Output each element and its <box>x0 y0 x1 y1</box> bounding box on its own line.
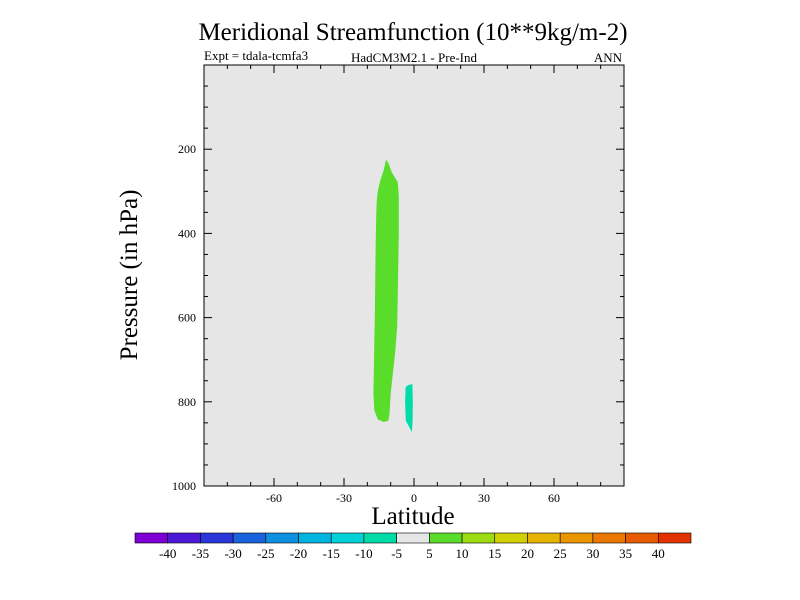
colorbar-label: 25 <box>554 546 567 561</box>
colorbar-swatch <box>396 532 430 544</box>
x-tick-label: -30 <box>336 491 352 505</box>
x-tick-label: 30 <box>478 491 490 505</box>
axis-ticks <box>204 65 624 486</box>
colorbar-swatch <box>625 532 659 544</box>
x-tick-labels: -60 -30 0 30 60 <box>266 491 560 505</box>
x-tick-label: -60 <box>266 491 282 505</box>
region-negative-cell <box>405 384 413 433</box>
colorbar-label: 15 <box>488 546 501 561</box>
colorbar-swatch <box>657 532 692 544</box>
experiment-label: Expt = tdala-tcmfa3 <box>204 48 308 63</box>
model-label: HadCM3M2.1 - Pre-Ind <box>351 50 478 65</box>
colorbar-labels: -40 -35 -30 -25 -20 -15 -10 -5 5 10 15 20 25 30 35 40 <box>159 546 665 561</box>
x-tick-label: 0 <box>411 491 417 505</box>
colorbar-label: 5 <box>426 546 433 561</box>
x-tick-label: 60 <box>548 491 560 505</box>
colorbar-swatch <box>527 532 561 544</box>
x-axis-label: Latitude <box>371 503 454 530</box>
colorbar-swatch <box>363 532 397 544</box>
colorbar-label: 35 <box>619 546 632 561</box>
y-tick-label: 200 <box>178 142 196 156</box>
colorbar-label: -30 <box>224 546 241 561</box>
colorbar-swatch <box>494 532 528 544</box>
y-tick-label: 1000 <box>172 479 196 493</box>
region-positive-cell <box>373 159 399 422</box>
y-tick-label: 800 <box>178 395 196 409</box>
colorbar-label: -35 <box>192 546 209 561</box>
y-tick-label: 600 <box>178 311 196 325</box>
colorbar-swatch <box>429 532 463 544</box>
colorbar-label: 40 <box>652 546 665 561</box>
colorbar-label: 20 <box>521 546 534 561</box>
colorbar-label: -5 <box>391 546 402 561</box>
colorbar-swatch <box>200 532 234 544</box>
colorbar-label: -10 <box>355 546 372 561</box>
y-axis-label: Pressure (in hPa) <box>116 190 143 361</box>
colorbar-swatch <box>330 532 365 544</box>
colorbar-swatch <box>592 532 626 544</box>
colorbar-swatch <box>167 532 201 544</box>
colorbar-swatch <box>232 532 267 544</box>
colorbar-label: 10 <box>456 546 469 561</box>
y-tick-label: 400 <box>178 226 196 240</box>
colorbar-swatch <box>298 532 332 544</box>
colorbar <box>134 532 692 544</box>
y-tick-labels: 200 400 600 800 1000 <box>172 142 196 493</box>
contour-regions <box>373 159 413 433</box>
colorbar-label: -40 <box>159 546 176 561</box>
colorbar-swatch <box>265 532 299 544</box>
colorbar-swatch <box>461 532 496 544</box>
colorbar-label: -20 <box>290 546 307 561</box>
colorbar-swatch <box>134 532 169 544</box>
colorbar-swatch <box>559 532 594 544</box>
colorbar-label: -15 <box>323 546 340 561</box>
season-label: ANN <box>594 50 623 65</box>
chart-title: Meridional Streamfunction (10**9kg/m-2) <box>198 19 627 46</box>
colorbar-label: -25 <box>257 546 274 561</box>
colorbar-label: 30 <box>586 546 599 561</box>
plot-background <box>204 65 624 486</box>
